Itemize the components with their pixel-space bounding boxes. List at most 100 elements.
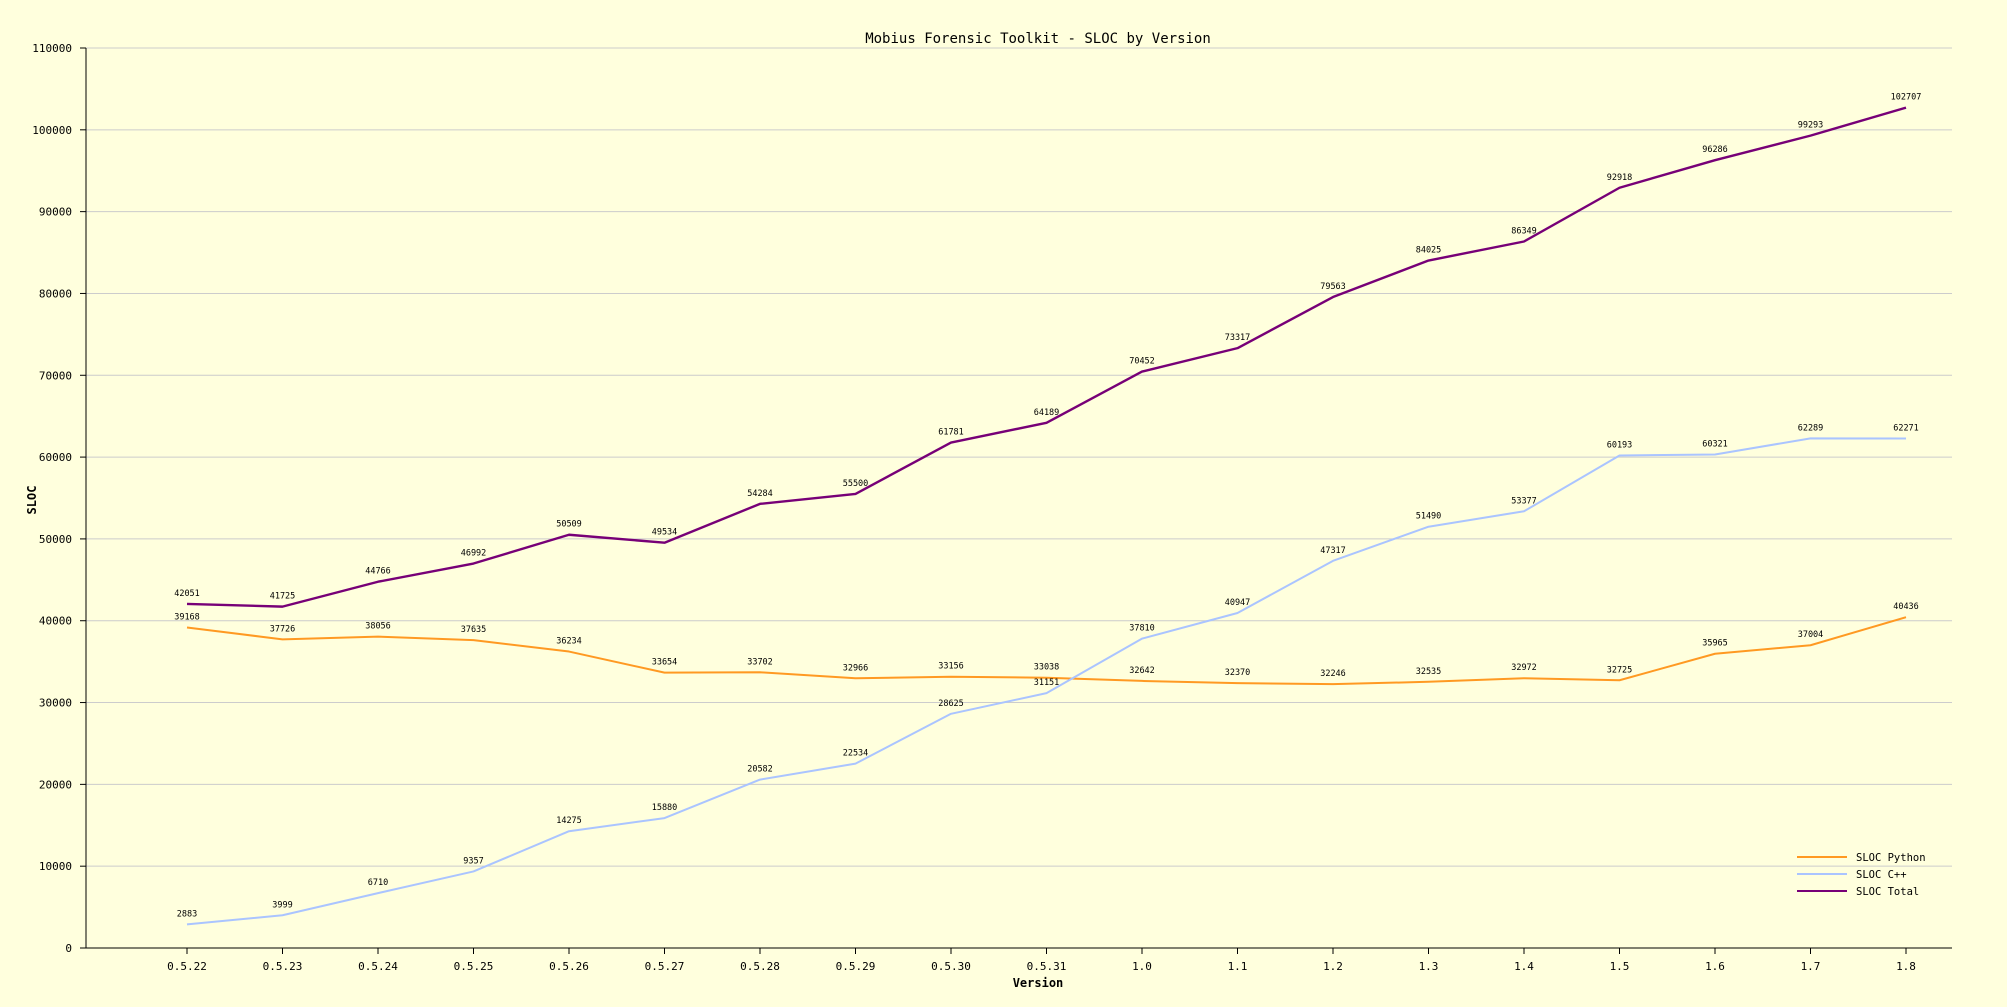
data-label-sloc-c-: 9357	[463, 856, 483, 866]
data-label-sloc-c-: 37810	[1129, 624, 1155, 634]
chart-title: Mobius Forensic Toolkit - SLOC by Versio…	[865, 31, 1211, 47]
series-line-sloc-c-	[186, 437, 1907, 926]
data-label-sloc-python: 32535	[1416, 667, 1442, 677]
x-tick-label: 1.2	[1323, 960, 1343, 973]
x-tick-label: 0.5.24	[358, 960, 398, 973]
data-label-sloc-total: 46992	[461, 549, 487, 559]
data-label-sloc-c-: 31151	[1034, 678, 1060, 688]
grid-lines	[86, 47, 1952, 867]
data-label-sloc-python: 32642	[1129, 666, 1155, 676]
data-label-sloc-python: 37635	[461, 625, 487, 635]
data-label-sloc-c-: 22534	[843, 749, 869, 759]
x-tick-label: 1.5	[1610, 960, 1630, 973]
y-tick-label: 70000	[39, 369, 72, 382]
data-label-sloc-c-: 3999	[272, 900, 292, 910]
data-label-sloc-python: 40436	[1893, 602, 1919, 612]
y-tick-label: 110000	[32, 42, 72, 55]
x-tick-label: 0.5.23	[263, 960, 303, 973]
y-tick-label: 20000	[39, 778, 72, 791]
y-axis-title: SLOC	[25, 486, 39, 515]
data-label-sloc-total: 96286	[1702, 145, 1728, 155]
x-tick-label: 1.6	[1705, 960, 1725, 973]
x-tick-label: 0.5.29	[836, 960, 876, 973]
data-label-sloc-c-: 62289	[1798, 423, 1824, 433]
data-label-sloc-python: 39168	[174, 613, 200, 623]
series-lines	[186, 106, 1907, 926]
data-label-sloc-total: 49534	[652, 528, 678, 538]
data-label-sloc-python: 32725	[1607, 665, 1633, 675]
series-line-sloc-total	[186, 106, 1907, 608]
x-tick-label: 0.5.27	[645, 960, 685, 973]
x-tick-label: 1.0	[1132, 960, 1152, 973]
x-tick-label: 1.8	[1896, 960, 1916, 973]
x-axis-title: Version	[1013, 976, 1064, 990]
axes	[80, 47, 1952, 954]
y-tick-label: 100000	[32, 124, 72, 137]
data-label-sloc-c-: 62271	[1893, 424, 1919, 434]
data-label-sloc-python: 37726	[270, 624, 296, 634]
y-tick-label: 40000	[39, 615, 72, 628]
x-tick-label: 1.1	[1228, 960, 1248, 973]
data-label-sloc-total: 44766	[365, 567, 391, 577]
x-tick-label: 0.5.28	[740, 960, 780, 973]
data-label-sloc-total: 86349	[1511, 227, 1537, 237]
legend: SLOC Python SLOC C++ SLOC Total	[1797, 852, 1926, 898]
y-tick-label: 90000	[39, 206, 72, 219]
x-tick-label: 1.7	[1801, 960, 1821, 973]
data-labels: 39168 37726 38056 37635 36234 33654 33702 32966…	[174, 93, 1921, 920]
y-tick-label: 50000	[39, 533, 72, 546]
data-label-sloc-c-: 40947	[1225, 598, 1251, 608]
data-label-sloc-total: 79563	[1320, 282, 1346, 292]
data-label-sloc-c-: 53377	[1511, 496, 1537, 506]
data-label-sloc-total: 73317	[1225, 333, 1251, 343]
x-tick-label: 0.5.31	[1027, 960, 1067, 973]
data-label-sloc-python: 32966	[843, 663, 869, 673]
data-label-sloc-total: 54284	[747, 489, 773, 499]
x-tick-label: 0.5.26	[549, 960, 589, 973]
x-tick-label: 0.5.30	[931, 960, 971, 973]
data-label-sloc-total: 50509	[556, 520, 582, 530]
data-label-sloc-total: 99293	[1798, 121, 1824, 131]
data-label-sloc-total: 92918	[1607, 173, 1633, 183]
data-label-sloc-python: 32972	[1511, 663, 1537, 673]
data-label-sloc-c-: 2883	[177, 909, 197, 919]
data-label-sloc-python: 32370	[1225, 668, 1251, 678]
data-label-sloc-c-: 47317	[1320, 546, 1346, 556]
data-label-sloc-total: 102707	[1891, 93, 1922, 103]
data-label-sloc-python: 37004	[1798, 630, 1824, 640]
data-label-sloc-total: 41725	[270, 592, 296, 602]
data-label-sloc-c-: 51490	[1416, 512, 1442, 522]
data-label-sloc-c-: 6710	[368, 878, 388, 888]
y-tick-label: 0	[65, 942, 72, 955]
x-tick-label: 1.4	[1514, 960, 1534, 973]
data-label-sloc-total: 55500	[843, 479, 869, 489]
x-tick-labels: 0.5.22 0.5.23 0.5.24 0.5.25 0.5.26 0.5.27 0.5.…	[167, 960, 1916, 973]
data-label-sloc-python: 33038	[1034, 663, 1060, 673]
y-tick-label: 60000	[39, 451, 72, 464]
y-tick-labels: 0 10000 20000 30000 40000 50000 60000 70000 8000…	[32, 42, 72, 955]
data-label-sloc-python: 33654	[652, 658, 678, 668]
x-tick-label: 0.5.22	[167, 960, 207, 973]
data-label-sloc-python: 33156	[938, 662, 964, 672]
x-tick-label: 1.3	[1419, 960, 1439, 973]
data-label-sloc-c-: 15880	[652, 803, 678, 813]
legend-label-sloc-total: SLOC Total	[1856, 886, 1919, 898]
data-label-sloc-python: 33702	[747, 657, 773, 667]
data-label-sloc-python: 38056	[365, 622, 391, 632]
data-label-sloc-c-: 14275	[556, 816, 582, 826]
data-label-sloc-c-: 60193	[1607, 441, 1633, 451]
data-label-sloc-c-: 28625	[938, 699, 964, 709]
legend-label-sloc-c-: SLOC C++	[1856, 869, 1907, 881]
data-label-sloc-python: 32246	[1320, 669, 1346, 679]
legend-label-sloc-python: SLOC Python	[1856, 852, 1926, 864]
y-tick-label: 30000	[39, 697, 72, 710]
data-label-sloc-total: 70452	[1129, 357, 1155, 367]
series-line-sloc-python	[186, 616, 1907, 686]
data-label-sloc-python: 35965	[1702, 639, 1728, 649]
data-label-sloc-total: 42051	[174, 589, 200, 599]
data-label-sloc-total: 84025	[1416, 246, 1442, 256]
x-tick-label: 0.5.25	[454, 960, 494, 973]
data-label-sloc-total: 61781	[938, 428, 964, 438]
y-tick-label: 10000	[39, 860, 72, 873]
